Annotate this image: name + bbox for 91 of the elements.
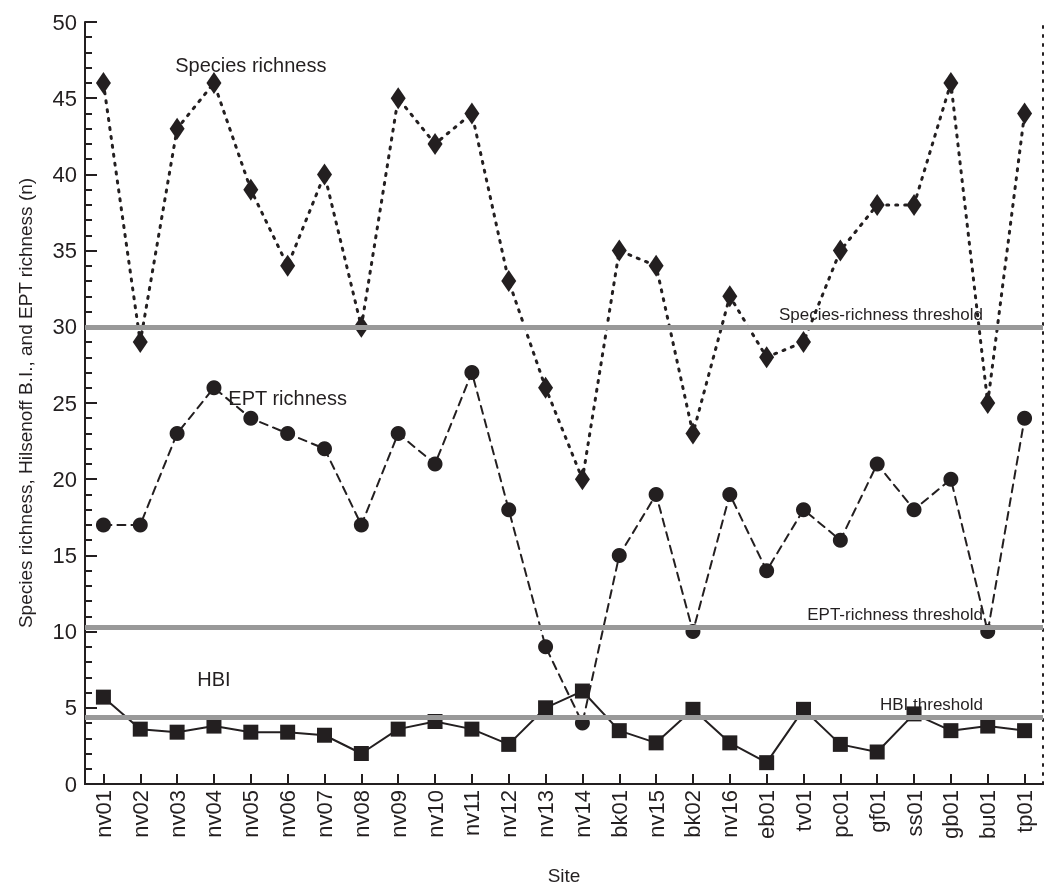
- point: [464, 365, 480, 381]
- x-tick-label: nv10: [422, 790, 448, 838]
- point: [943, 471, 959, 487]
- point: [95, 517, 111, 533]
- point: [95, 689, 111, 705]
- x-tick-label: gb01: [938, 790, 964, 839]
- point: [206, 718, 222, 734]
- y-tick-label: 0: [64, 771, 77, 797]
- y-tick-label: 30: [52, 314, 77, 340]
- point: [206, 380, 222, 396]
- y-tick-label: 10: [52, 619, 77, 645]
- x-tick-label: nv08: [348, 790, 374, 838]
- x-tick-label: eb01: [754, 790, 780, 839]
- point: [132, 721, 148, 737]
- x-tick-label: bu01: [975, 790, 1001, 839]
- point: [611, 547, 627, 563]
- point: [353, 517, 369, 533]
- point: [869, 744, 885, 760]
- x-tick-label: nv14: [569, 790, 595, 838]
- x-tick-label: nv09: [385, 790, 411, 838]
- point: [611, 723, 627, 739]
- point: [317, 441, 332, 457]
- point: [280, 724, 296, 740]
- point: [1017, 723, 1033, 739]
- x-tick-label: nv12: [496, 790, 522, 838]
- point: [648, 735, 664, 751]
- point: [169, 425, 185, 441]
- series-label: HBI: [197, 667, 231, 690]
- x-tick-label: tp01: [1012, 790, 1038, 833]
- x-tick-label: nv05: [238, 790, 264, 838]
- x-axis-title: Site: [547, 865, 581, 886]
- point: [501, 736, 517, 752]
- point: [353, 746, 369, 762]
- point: [648, 486, 664, 502]
- point: [1017, 410, 1033, 426]
- x-tick-label: ss01: [901, 790, 927, 837]
- x-tick-label: nv03: [164, 790, 190, 838]
- y-tick-label: 40: [52, 161, 77, 187]
- point: [832, 736, 848, 752]
- point: [132, 517, 148, 533]
- point: [869, 456, 885, 472]
- y-tick-label: 25: [52, 390, 77, 416]
- point: [538, 700, 554, 716]
- point: [722, 735, 738, 751]
- point: [243, 724, 259, 740]
- ref-line-label: EPT-richness threshold: [807, 605, 983, 625]
- x-tick-label: nv07: [312, 790, 337, 838]
- point: [759, 563, 775, 579]
- x-tick-label: nv02: [127, 790, 153, 838]
- point: [943, 723, 959, 739]
- point: [574, 683, 590, 699]
- point: [906, 502, 922, 518]
- x-tick-label: nv06: [275, 790, 301, 838]
- y-tick-label: 45: [52, 85, 77, 111]
- ref-line-label: Species-richness threshold: [778, 304, 983, 324]
- y-tick-label: 5: [64, 695, 77, 721]
- series-label: EPT richness: [228, 387, 347, 410]
- point: [980, 718, 996, 734]
- point: [427, 456, 443, 472]
- point: [243, 410, 259, 426]
- y-axis-title: Species richness, Hilsenoff B.I., and EPT richness (n): [15, 177, 36, 629]
- series-label: Species richness: [175, 53, 327, 76]
- point: [538, 639, 554, 655]
- point: [501, 502, 517, 518]
- point: [317, 727, 332, 743]
- x-tick-label: bk02: [680, 790, 706, 838]
- point: [796, 502, 811, 518]
- point: [280, 425, 296, 441]
- x-tick-label: nv01: [90, 790, 116, 838]
- x-tick-label: tv01: [791, 790, 816, 832]
- point: [390, 721, 406, 737]
- point: [390, 425, 406, 441]
- x-tick-label: pc01: [827, 790, 853, 838]
- x-tick-label: nv15: [643, 790, 669, 838]
- x-tick-label: nv13: [533, 790, 559, 838]
- x-tick-label: gf01: [864, 790, 890, 833]
- point: [759, 755, 775, 771]
- x-tick-label: nv04: [201, 790, 227, 838]
- point: [722, 486, 738, 502]
- point: [169, 724, 185, 740]
- y-tick-label: 20: [52, 466, 77, 492]
- y-tick-label: 35: [52, 238, 77, 264]
- ref-line-label: HBI threshold: [880, 694, 983, 714]
- point: [464, 721, 480, 737]
- x-tick-label: bk01: [606, 790, 632, 838]
- y-tick-label: 50: [52, 9, 77, 35]
- y-tick-label: 15: [52, 542, 77, 568]
- x-tick-label: nv11: [459, 790, 485, 837]
- point: [980, 392, 996, 414]
- point: [832, 532, 848, 548]
- x-tick-label: nv16: [717, 790, 743, 838]
